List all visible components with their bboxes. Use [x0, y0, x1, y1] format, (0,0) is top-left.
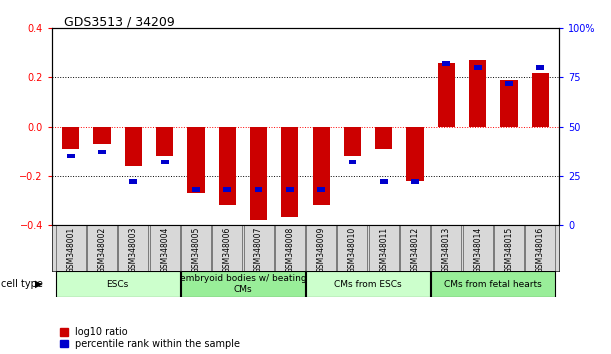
Text: ▶: ▶ [35, 279, 43, 289]
Bar [344, 126, 361, 156]
Text: GSM348005: GSM348005 [191, 227, 200, 274]
Text: cell type: cell type [1, 279, 43, 289]
Bar [244, 225, 274, 271]
Bar [67, 154, 75, 158]
Bar [181, 225, 211, 271]
Text: CMs from ESCs: CMs from ESCs [334, 280, 402, 289]
Bar [474, 65, 481, 70]
Text: GSM348016: GSM348016 [536, 227, 545, 273]
Bar [156, 126, 174, 156]
Bar [525, 225, 555, 271]
Bar [98, 150, 106, 154]
Bar [532, 73, 549, 126]
Text: GSM348008: GSM348008 [285, 227, 295, 273]
Bar [255, 187, 263, 192]
Bar [469, 60, 486, 126]
Bar [56, 271, 180, 297]
Text: ESCs: ESCs [106, 280, 129, 289]
Bar [192, 187, 200, 192]
Bar [380, 179, 387, 184]
Text: GSM348004: GSM348004 [160, 227, 169, 274]
Bar [505, 81, 513, 86]
Bar [250, 126, 267, 220]
Bar [93, 126, 111, 144]
Bar [406, 126, 423, 181]
Text: GSM348002: GSM348002 [98, 227, 106, 273]
Bar [313, 126, 330, 205]
Bar [212, 225, 243, 271]
Legend: log10 ratio, percentile rank within the sample: log10 ratio, percentile rank within the … [60, 327, 240, 349]
Text: CMs from fetal hearts: CMs from fetal hearts [444, 280, 542, 289]
Text: GSM348010: GSM348010 [348, 227, 357, 273]
Bar [56, 225, 86, 271]
Text: GSM348007: GSM348007 [254, 227, 263, 274]
Bar [411, 179, 419, 184]
Bar [188, 126, 205, 193]
Bar [442, 62, 450, 66]
Bar [337, 225, 367, 271]
Bar [348, 160, 356, 164]
Text: embryoid bodies w/ beating
CMs: embryoid bodies w/ beating CMs [180, 274, 306, 294]
Bar [494, 225, 524, 271]
Text: GSM348014: GSM348014 [473, 227, 482, 273]
Bar [286, 187, 294, 192]
Bar [463, 225, 492, 271]
Bar [87, 225, 117, 271]
Bar [368, 225, 399, 271]
Bar [500, 80, 518, 126]
Text: GSM348015: GSM348015 [505, 227, 513, 273]
Text: GSM348011: GSM348011 [379, 227, 388, 273]
Bar [306, 225, 336, 271]
Bar [275, 225, 305, 271]
Bar [150, 225, 180, 271]
Bar [125, 126, 142, 166]
Bar [62, 126, 79, 149]
Bar [281, 126, 298, 217]
Text: GSM348006: GSM348006 [223, 227, 232, 274]
Text: GDS3513 / 34209: GDS3513 / 34209 [64, 16, 175, 29]
Bar [224, 187, 231, 192]
Bar [431, 271, 555, 297]
Text: GSM348001: GSM348001 [66, 227, 75, 273]
Bar [431, 225, 461, 271]
Bar [181, 271, 305, 297]
Bar [536, 65, 544, 70]
Bar [306, 271, 430, 297]
Bar [130, 179, 137, 184]
Text: GSM348012: GSM348012 [411, 227, 420, 273]
Bar [400, 225, 430, 271]
Bar [219, 126, 236, 205]
Bar [161, 160, 169, 164]
Text: GSM348003: GSM348003 [129, 227, 138, 274]
Bar [375, 126, 392, 149]
Text: GSM348009: GSM348009 [316, 227, 326, 274]
Bar [119, 225, 148, 271]
Bar [437, 63, 455, 126]
Text: GSM348013: GSM348013 [442, 227, 451, 273]
Bar [317, 187, 325, 192]
